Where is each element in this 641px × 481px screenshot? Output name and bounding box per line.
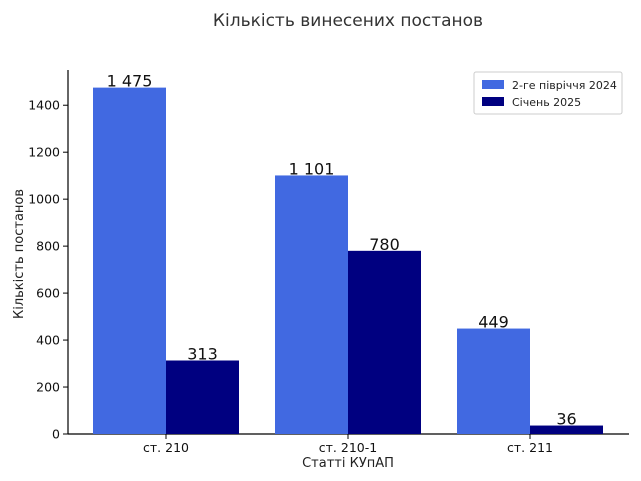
y-tick-label: 200 — [36, 380, 60, 395]
data-label: 313 — [187, 344, 218, 363]
data-label: 1 101 — [289, 159, 335, 178]
bar — [93, 87, 166, 434]
legend-entry: Січень 2025 — [512, 96, 581, 109]
y-axis-label: Кількість постанов — [12, 189, 27, 319]
plot-area: 0 200 400 600 800 1000 1200 1400 1 475 1 101 449 31… — [28, 70, 629, 455]
y-tick-label: 400 — [36, 333, 60, 348]
data-label: 36 — [556, 410, 576, 429]
y-tick-label: 1200 — [28, 145, 60, 160]
y-tick-label: 0 — [52, 427, 60, 442]
bar — [275, 175, 348, 435]
x-tick-label: ст. 211 — [507, 440, 553, 455]
legend-entry: 2-ге півріччя 2024 — [512, 79, 617, 92]
legend: 2-ге півріччя 2024 Січень 2025 — [473, 71, 623, 115]
bar — [348, 250, 421, 434]
legend-box — [473, 71, 623, 115]
y-tick-label: 1000 — [28, 192, 60, 207]
x-tick-label: ст. 210 — [143, 440, 189, 455]
y-tick-label: 600 — [36, 286, 60, 301]
bar — [530, 425, 603, 434]
bar — [166, 360, 239, 434]
data-label: 780 — [369, 235, 400, 254]
x-tick-label: ст. 210-1 — [319, 440, 377, 455]
data-label: 449 — [478, 313, 509, 332]
x-axis-label: Статті КУпАП — [302, 456, 394, 471]
bar — [457, 328, 530, 434]
chart-title: Кількість винесених постанов — [213, 11, 483, 31]
y-tick-label: 1400 — [28, 98, 60, 113]
legend-swatch — [482, 80, 504, 89]
y-tick-label: 800 — [36, 239, 60, 254]
legend-swatch — [482, 97, 504, 106]
data-label: 1 475 — [107, 72, 153, 91]
